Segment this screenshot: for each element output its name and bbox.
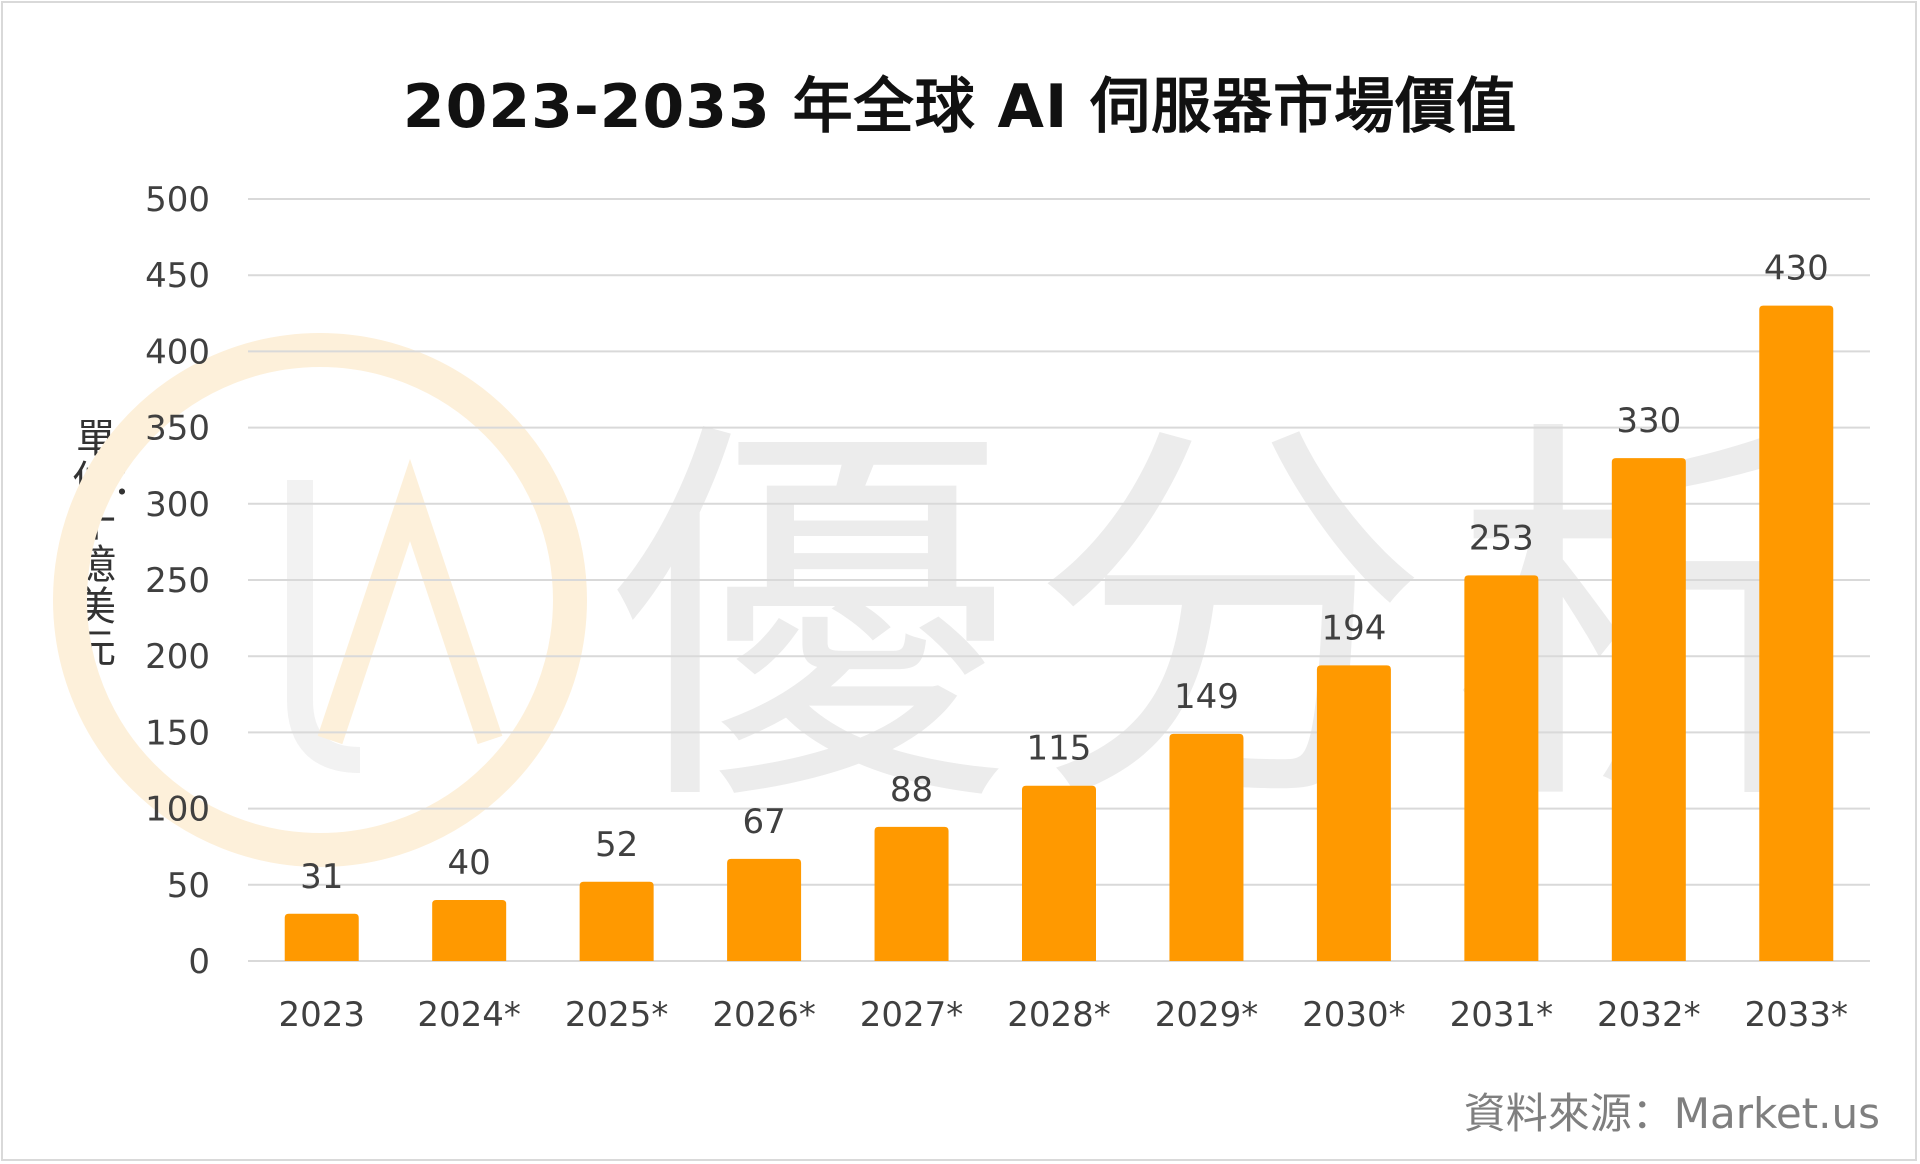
x-tick-label: 2028* [1007,995,1111,1035]
bar-2030-est [1316,665,1391,961]
data-label: 52 [595,825,638,865]
y-tick-label: 400 [145,332,210,372]
data-label: 330 [1616,401,1681,441]
x-tick-label: 2032* [1597,995,1701,1035]
x-tick-label: 2031* [1450,995,1554,1035]
y-tick-label: 50 [167,866,210,906]
source-note: 資料來源：Market.us [1463,1089,1880,1138]
x-tick-label: 2030* [1302,995,1406,1035]
x-tick-label: 2025* [565,995,669,1035]
bar-2027-est [874,826,949,961]
data-label: 194 [1321,608,1386,648]
y-tick-label: 450 [145,256,210,296]
y-tick-label: 0 [188,942,210,982]
data-label: 253 [1469,518,1534,558]
bar-2031-est [1464,575,1539,961]
data-label: 149 [1174,677,1239,717]
bars [284,305,1834,961]
x-tick-label: 2023 [278,995,365,1035]
bar-2024-est [432,900,507,961]
x-tick-label: 2026* [712,995,816,1035]
y-tick-label: 350 [145,409,210,449]
data-label: 67 [742,802,785,842]
bar-2023 [284,913,359,961]
x-tick-label: 2024* [417,995,521,1035]
y-tick-label: 100 [145,790,210,830]
y-tick-label: 500 [145,180,210,220]
data-label: 430 [1764,249,1829,289]
watermark-logo-icon [53,333,587,867]
x-axis-tick-labels: 2023 2024* 2025* 2026* 2027* 2028* 2029* 2030* 2… [278,995,1848,1035]
bar-2028-est [1022,785,1096,961]
chart-title: 2023-2033 年全球 AI 伺服器市場價值 [402,72,1518,142]
x-tick-label: 2029* [1155,995,1259,1035]
y-tick-label: 200 [145,637,210,677]
bar-2033-est [1759,305,1834,961]
x-tick-label: 2027* [860,995,964,1035]
y-tick-label: 300 [145,485,210,525]
data-label: 31 [300,857,343,897]
x-tick-label: 2033* [1745,995,1849,1035]
bar-2029-est [1169,733,1244,961]
bar-2032-est [1611,458,1686,961]
y-axis-tick-labels: 0 50 100 150 200 250 300 350 400 450 500 [145,180,210,982]
y-tick-label: 150 [145,713,210,753]
data-label: 115 [1027,729,1092,769]
data-labels: 31 40 52 67 88 115 149 194 253 330 430 [300,249,1829,897]
bar-2026-est [727,858,802,961]
bar-2025-est [579,881,654,961]
data-label: 40 [448,843,491,883]
y-tick-label: 250 [145,561,210,601]
data-label: 88 [890,770,933,810]
